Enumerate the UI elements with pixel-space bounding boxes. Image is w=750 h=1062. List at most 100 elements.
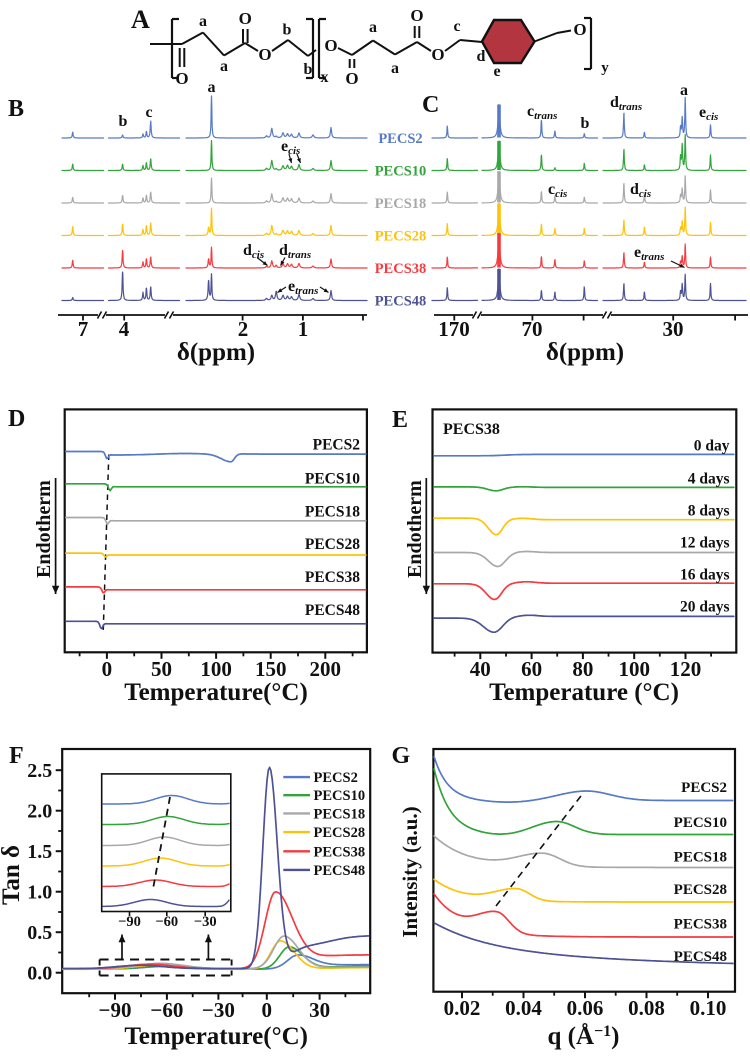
svg-text:Endotherm: Endotherm [404, 480, 426, 578]
svg-text:4 days: 4 days [688, 471, 730, 488]
svg-text:Tan δ: Tan δ [0, 845, 25, 905]
svg-text:F: F [9, 743, 24, 769]
svg-text:170: 170 [438, 317, 470, 341]
svg-text:dcis: dcis [630, 181, 651, 200]
svg-text:q (Å−1): q (Å−1) [548, 1022, 620, 1050]
svg-text:a: a [208, 79, 216, 96]
svg-text:O: O [410, 6, 423, 25]
svg-text:50: 50 [151, 657, 172, 681]
svg-text:2.5: 2.5 [27, 760, 52, 782]
svg-text:Temperature(°C): Temperature(°C) [124, 679, 308, 706]
svg-text:Temperature (°C): Temperature (°C) [489, 679, 679, 706]
svg-text:2: 2 [238, 317, 249, 341]
svg-text:1: 1 [298, 317, 309, 341]
svg-text:PECS18: PECS18 [674, 850, 727, 866]
svg-text:ctrans: ctrans [527, 103, 557, 122]
svg-text:ecis: ecis [699, 104, 718, 123]
svg-text:b: b [119, 113, 128, 130]
svg-text:δ(ppm): δ(ppm) [177, 339, 255, 366]
svg-text:PECS38: PECS38 [305, 569, 360, 586]
svg-text:150: 150 [255, 657, 287, 681]
svg-text:dtrans: dtrans [279, 242, 311, 261]
svg-text:7: 7 [78, 317, 89, 341]
svg-text:D: D [8, 406, 25, 432]
svg-text:PECS10: PECS10 [375, 164, 427, 180]
svg-text:PECS28: PECS28 [674, 882, 727, 898]
svg-text:a: a [369, 19, 377, 36]
svg-text:0: 0 [262, 998, 273, 1022]
svg-text:O: O [324, 36, 337, 55]
svg-text:PECS2: PECS2 [378, 131, 422, 147]
svg-text:dtrans: dtrans [610, 94, 642, 113]
svg-text:0.02: 0.02 [444, 996, 481, 1020]
svg-text:b: b [304, 61, 313, 78]
svg-text:0.5: 0.5 [27, 922, 52, 944]
svg-text:A: A [131, 5, 150, 34]
svg-text:PECS38: PECS38 [314, 844, 366, 860]
svg-text:4: 4 [119, 317, 130, 341]
svg-text:−60: −60 [155, 914, 178, 930]
svg-text:0: 0 [102, 657, 113, 681]
svg-text:40: 40 [470, 657, 491, 681]
svg-text:B: B [8, 96, 24, 122]
svg-text:b: b [283, 22, 292, 39]
svg-text:PECS28: PECS28 [314, 825, 366, 841]
svg-text:PECS48: PECS48 [674, 949, 727, 965]
svg-text:C: C [422, 92, 439, 118]
svg-text:PECS2: PECS2 [313, 436, 361, 453]
svg-text:0.08: 0.08 [628, 996, 665, 1020]
svg-text:a: a [391, 60, 399, 77]
svg-text:O: O [573, 20, 586, 39]
svg-text:PECS38: PECS38 [443, 421, 500, 438]
svg-text:100: 100 [200, 657, 232, 681]
svg-text:PECS48: PECS48 [375, 294, 427, 310]
svg-text:1.0: 1.0 [27, 882, 52, 904]
svg-text:Intensity (a.u.): Intensity (a.u.) [398, 806, 422, 937]
svg-text:−30: −30 [194, 914, 217, 930]
svg-text:c: c [145, 104, 152, 121]
svg-text:12 days: 12 days [680, 535, 730, 552]
svg-text:d: d [477, 48, 486, 65]
svg-text:200: 200 [310, 657, 342, 681]
svg-text:Endotherm: Endotherm [33, 480, 55, 578]
svg-text:etrans: etrans [634, 244, 664, 263]
svg-text:PECS10: PECS10 [305, 471, 360, 488]
svg-text:20 days: 20 days [680, 598, 730, 615]
svg-text:0.06: 0.06 [567, 996, 604, 1020]
svg-text:PECS10: PECS10 [674, 815, 727, 831]
svg-text:PECS38: PECS38 [674, 917, 727, 933]
svg-text:30: 30 [663, 317, 684, 341]
svg-text:ccis: ccis [548, 181, 567, 200]
svg-text:G: G [392, 743, 411, 769]
svg-text:1.5: 1.5 [27, 841, 52, 863]
svg-text:PECS48: PECS48 [305, 602, 360, 619]
svg-text:80: 80 [572, 657, 593, 681]
svg-text:Temperature(°C): Temperature(°C) [124, 1023, 308, 1050]
svg-text:−90: −90 [118, 914, 141, 930]
svg-text:60: 60 [521, 657, 542, 681]
svg-text:a: a [680, 82, 688, 99]
svg-text:PECS28: PECS28 [305, 536, 360, 553]
svg-text:PECS48: PECS48 [314, 863, 366, 879]
svg-text:0 day: 0 day [694, 437, 730, 454]
svg-text:PECS10: PECS10 [314, 788, 366, 804]
svg-text:70: 70 [522, 317, 543, 341]
svg-text:O: O [258, 45, 271, 64]
svg-text:etrans: etrans [288, 278, 318, 297]
svg-text:y: y [601, 60, 609, 76]
svg-text:16 days: 16 days [680, 567, 730, 584]
svg-text:PECS18: PECS18 [375, 196, 427, 212]
svg-text:PECS2: PECS2 [681, 780, 727, 796]
svg-text:120: 120 [670, 657, 702, 681]
svg-text:O: O [175, 69, 188, 88]
svg-text:0.0: 0.0 [27, 963, 52, 985]
svg-text:e: e [493, 63, 500, 80]
svg-text:PECS18: PECS18 [314, 806, 366, 822]
svg-text:−90: −90 [99, 998, 132, 1022]
svg-text:8 days: 8 days [688, 503, 730, 520]
svg-text:100: 100 [618, 657, 650, 681]
svg-text:PECS2: PECS2 [314, 770, 358, 786]
svg-text:δ(ppm): δ(ppm) [546, 339, 624, 366]
svg-text:−30: −30 [202, 998, 235, 1022]
svg-text:0.04: 0.04 [505, 996, 542, 1020]
